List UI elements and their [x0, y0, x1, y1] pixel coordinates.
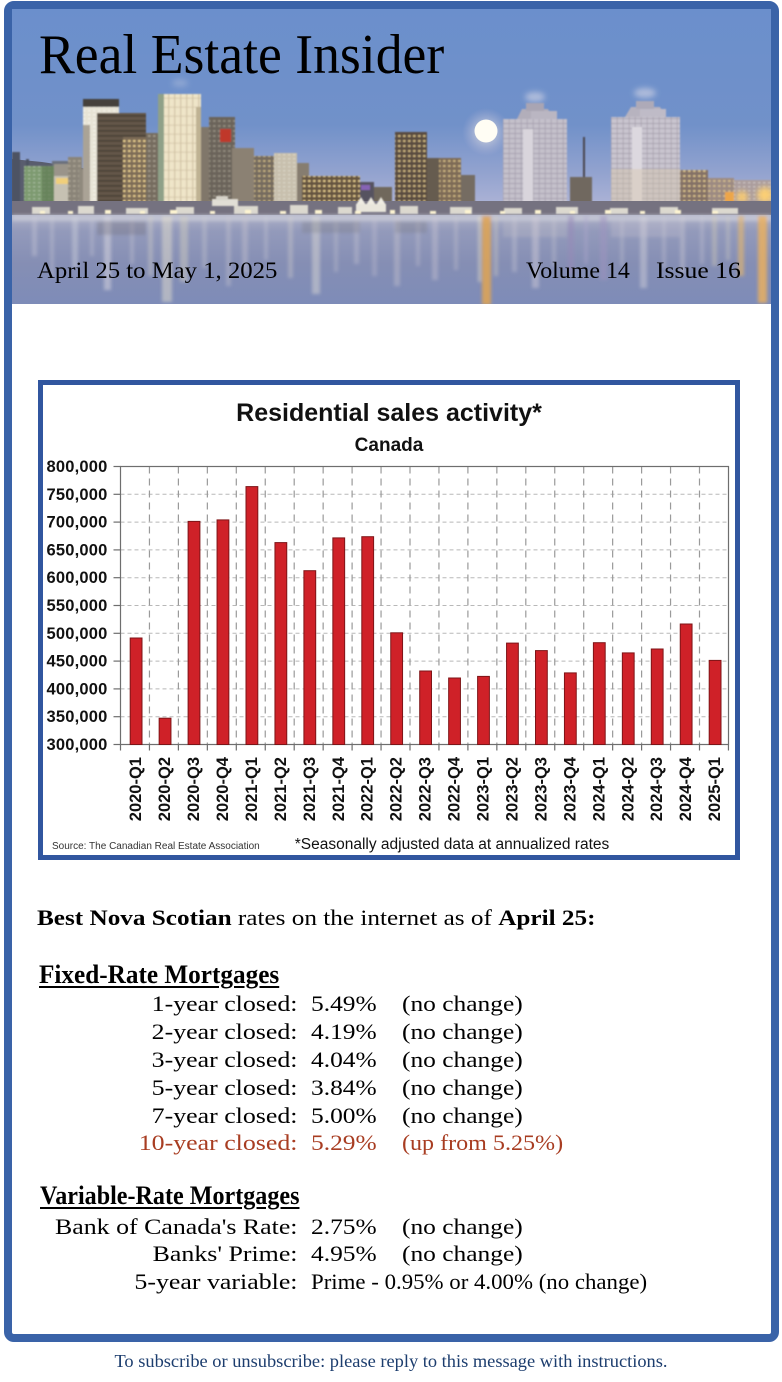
svg-text:2024-Q2: 2024-Q2: [619, 757, 637, 821]
svg-text:2022-Q1: 2022-Q1: [359, 757, 377, 821]
svg-text:2020-Q4: 2020-Q4: [214, 756, 232, 821]
svg-text:2024-Q3: 2024-Q3: [648, 757, 666, 821]
svg-text:2021-Q3: 2021-Q3: [301, 757, 319, 821]
svg-text:2020-Q3: 2020-Q3: [185, 757, 203, 821]
svg-text:Canada: Canada: [355, 435, 424, 456]
svg-text:650,000: 650,000: [46, 541, 107, 559]
svg-text:2020-Q1: 2020-Q1: [127, 757, 145, 821]
svg-text:300,000: 300,000: [46, 736, 107, 754]
svg-text:800,000: 800,000: [46, 458, 107, 476]
svg-text:2020-Q2: 2020-Q2: [156, 757, 174, 821]
svg-text:2023-Q3: 2023-Q3: [532, 757, 550, 821]
svg-text:Residential sales activity*: Residential sales activity*: [236, 399, 542, 427]
svg-text:2024-Q1: 2024-Q1: [590, 757, 608, 821]
svg-text:550,000: 550,000: [46, 597, 107, 615]
svg-text:2023-Q1: 2023-Q1: [475, 757, 493, 821]
svg-text:450,000: 450,000: [46, 653, 107, 671]
svg-text:*Seasonally adjusted data at a: *Seasonally adjusted data at annualized …: [295, 836, 610, 853]
svg-text:700,000: 700,000: [46, 514, 107, 532]
svg-text:2022-Q2: 2022-Q2: [388, 757, 406, 821]
svg-text:350,000: 350,000: [46, 708, 107, 726]
svg-text:2023-Q2: 2023-Q2: [503, 757, 521, 821]
svg-text:2021-Q4: 2021-Q4: [330, 756, 348, 821]
svg-text:750,000: 750,000: [46, 486, 107, 504]
svg-text:Source: The Canadian Real Esta: Source: The Canadian Real Estate Associa…: [52, 841, 260, 852]
svg-text:2024-Q4: 2024-Q4: [677, 756, 695, 821]
svg-text:2025-Q1: 2025-Q1: [706, 757, 724, 821]
svg-text:2022-Q4: 2022-Q4: [446, 756, 464, 821]
svg-text:2021-Q2: 2021-Q2: [272, 757, 290, 821]
svg-text:2021-Q1: 2021-Q1: [243, 757, 261, 821]
svg-text:2022-Q3: 2022-Q3: [417, 757, 435, 821]
svg-text:500,000: 500,000: [46, 625, 107, 643]
svg-text:600,000: 600,000: [46, 569, 107, 587]
svg-text:2023-Q4: 2023-Q4: [561, 756, 579, 821]
svg-text:400,000: 400,000: [46, 680, 107, 698]
